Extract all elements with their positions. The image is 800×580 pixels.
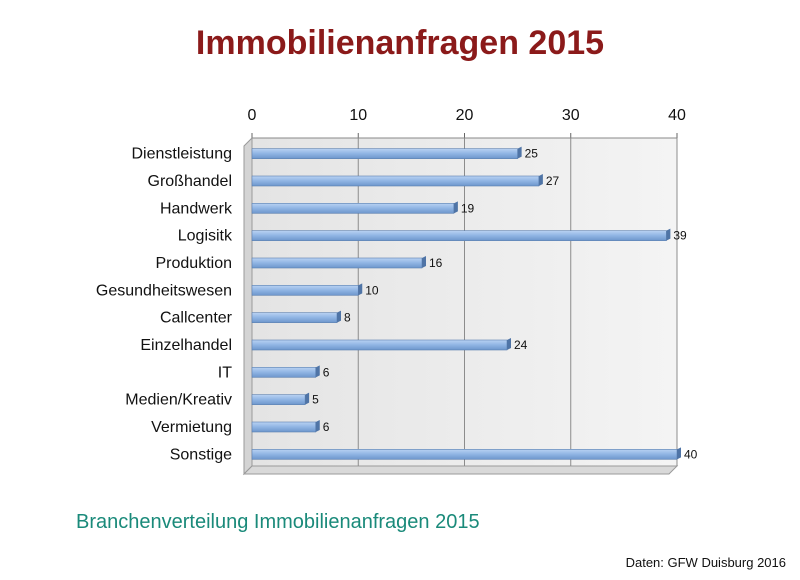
data-label: 25 <box>525 147 539 161</box>
data-label: 16 <box>429 256 443 270</box>
bar-end-cap <box>677 447 681 460</box>
bar-handwerk <box>251 203 455 214</box>
bar-produktion <box>251 257 423 269</box>
source-note: Daten: GFW Duisburg 2016 <box>625 555 786 570</box>
data-label: 6 <box>323 420 330 434</box>
data-label: 40 <box>684 447 698 461</box>
bar-end-cap <box>315 420 320 432</box>
bar-end-cap <box>315 365 320 378</box>
plot-side-wall <box>243 136 253 476</box>
data-label: 19 <box>461 201 475 215</box>
bar-end-cap <box>517 146 522 159</box>
bar-großhandel <box>251 175 540 187</box>
plot-floor <box>242 465 679 475</box>
category-label: Dienstleistung <box>132 146 233 163</box>
bar-chart: 0 10 20 30 40 Dienstleistung Großhandel Handwe… <box>96 107 698 476</box>
category-label: Einzelhandel <box>140 337 232 354</box>
category-label: Produktion <box>156 255 233 272</box>
bar-end-cap <box>358 283 363 296</box>
category-label: Callcenter <box>160 310 233 327</box>
bar-it <box>251 367 317 378</box>
bar-einzelhandel <box>251 339 508 351</box>
chart-title: Immobilienanfragen 2015 <box>195 24 605 62</box>
bar-vermietung <box>251 421 317 433</box>
x-tick-label: 20 <box>456 107 474 124</box>
category-label: Großhandel <box>148 173 233 190</box>
bar-end-cap <box>507 338 511 350</box>
data-label: 8 <box>344 311 351 325</box>
category-label: Handwerk <box>160 200 233 217</box>
chart-subtitle: Branchenverteilung Immobilienanfragen 20… <box>76 511 480 533</box>
bar-end-cap <box>538 174 543 186</box>
data-label: 24 <box>514 338 528 352</box>
bar-dienstleistung <box>251 148 518 159</box>
x-tick-label: 0 <box>248 107 257 124</box>
bar-end-cap <box>453 201 458 214</box>
category-label: Medien/Kreativ <box>125 392 232 409</box>
category-label: Logisitk <box>178 228 233 245</box>
data-label: 5 <box>312 393 319 407</box>
bar-gesundheitswesen <box>251 285 359 296</box>
data-label: 6 <box>323 365 330 379</box>
data-label: 39 <box>673 229 687 243</box>
x-tick-label: 40 <box>668 107 686 124</box>
data-label: 27 <box>546 174 560 188</box>
category-label: Sonstige <box>170 446 232 463</box>
bar-medien-kreativ <box>251 394 306 405</box>
bar-sonstige <box>251 449 678 460</box>
bar-logisitk <box>251 230 667 241</box>
category-label: IT <box>218 364 232 381</box>
bar-callcenter <box>251 312 338 323</box>
x-tick-label: 30 <box>562 107 580 124</box>
bar-end-cap <box>422 256 426 268</box>
data-label: 10 <box>365 283 379 297</box>
category-label: Vermietung <box>151 419 232 436</box>
category-label: Gesundheitswesen <box>96 282 232 299</box>
bar-end-cap <box>305 392 310 405</box>
x-tick-label: 10 <box>349 107 367 124</box>
bar-end-cap <box>337 310 341 323</box>
bar-end-cap <box>666 228 671 241</box>
